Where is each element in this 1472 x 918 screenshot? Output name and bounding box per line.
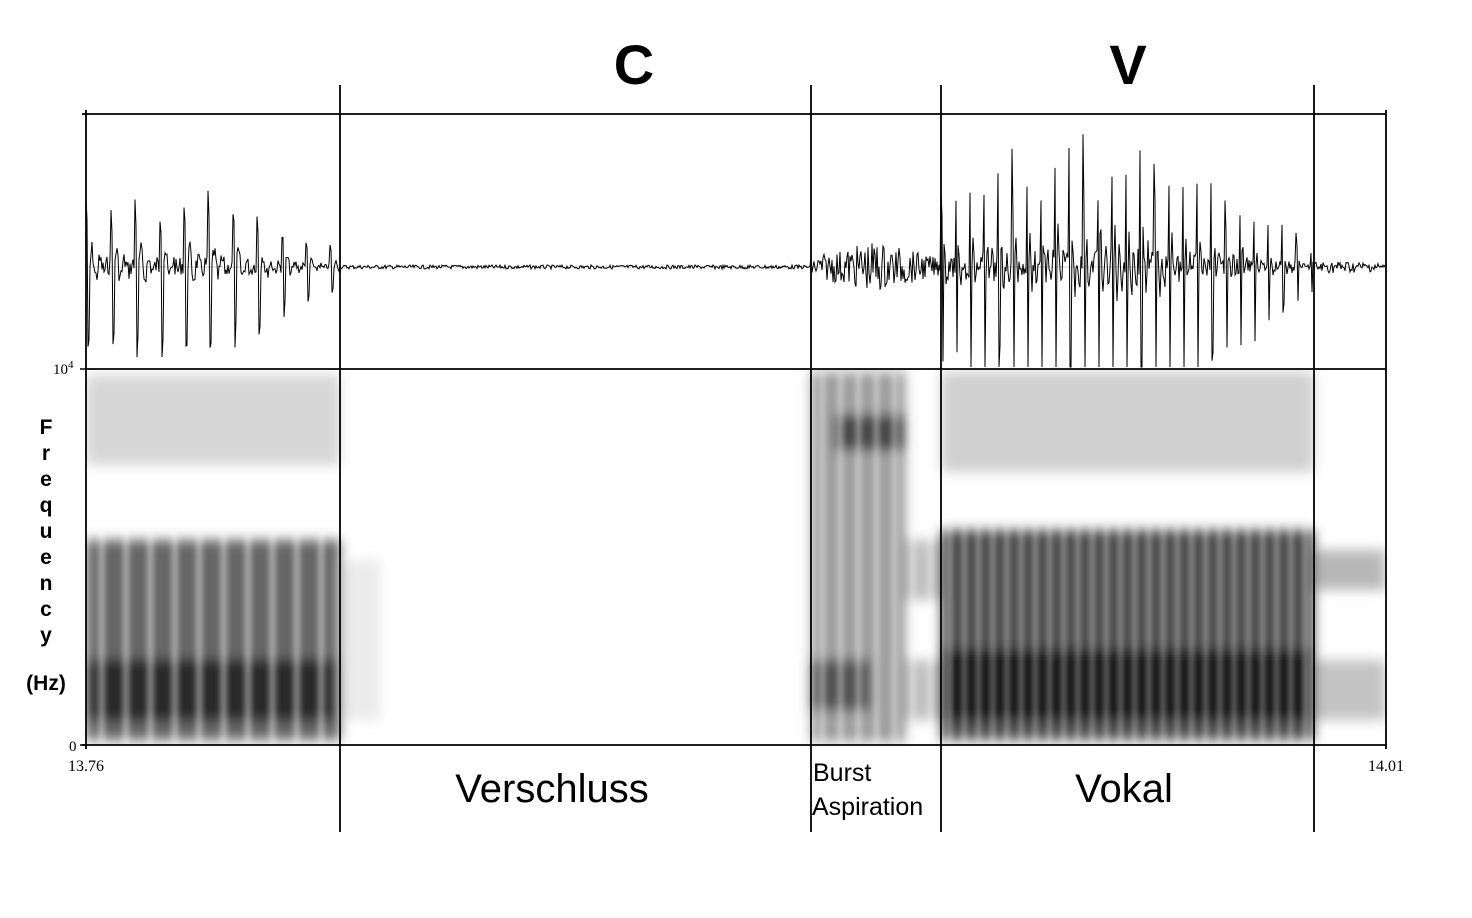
spectrogram-striation: [1232, 520, 1237, 745]
spectrogram-striation: [220, 530, 228, 745]
segment-label-aspiration: Aspiration: [812, 793, 923, 821]
y-axis-max-base: 10: [53, 362, 68, 378]
x-axis-end-label: 14.01: [1368, 758, 1404, 775]
spectrogram-striation: [948, 520, 953, 745]
spectrogram-striation: [1033, 520, 1038, 745]
y-axis-title-letter: r: [42, 442, 50, 465]
spectrogram-striation: [269, 530, 276, 745]
spectrogram-striation: [1303, 520, 1308, 745]
spectrogram-striation: [1260, 520, 1265, 745]
spectrogram-striation: [317, 530, 325, 745]
spectrogram-striation: [1104, 520, 1109, 745]
spectrogram-striation: [990, 520, 995, 745]
spectrogram-striation: [910, 372, 916, 745]
spectrogram-striation: [1175, 520, 1180, 745]
spectrogram-striation: [1019, 520, 1024, 745]
spectrogram-striation: [98, 530, 106, 745]
spectrogram-region: [941, 372, 1314, 472]
spectrogram-striation: [171, 530, 179, 745]
spectrogram-striation: [1118, 520, 1123, 745]
segment-label-verschluss: Verschluss: [455, 767, 648, 811]
segment-label-burst: Burst: [813, 759, 871, 787]
y-axis-title: F r e q u e n c y (Hz): [26, 416, 66, 695]
spectrogram-region: [1314, 660, 1386, 720]
y-axis-title-letter: e: [40, 468, 52, 491]
spectrogram-striation: [1274, 520, 1279, 745]
spectrogram-region: [340, 560, 380, 720]
spectrogram-striation: [1203, 520, 1208, 745]
y-axis-title-letter: n: [40, 572, 53, 595]
y-axis-title-letter: F: [40, 416, 53, 439]
segment-label-vokal: Vokal: [1075, 767, 1173, 811]
y-axis-max-label: 104: [53, 359, 74, 378]
spectrogram-striation: [244, 530, 252, 745]
spectrogram-striation: [928, 372, 934, 745]
vowel-header: V: [1109, 33, 1146, 96]
spectrogram-region: [86, 375, 340, 465]
spectrogram-striation: [1061, 520, 1066, 745]
spectrogram-striation: [874, 372, 880, 745]
spectrogram-striation: [195, 530, 203, 745]
spectrogram: [86, 372, 1386, 745]
spectrogram-striation: [293, 530, 301, 745]
spectrogram-striation: [122, 530, 130, 745]
spectrogram-striation: [1288, 520, 1293, 745]
spectrogram-striation: [976, 520, 981, 745]
spectrogram-striation: [147, 530, 154, 745]
spectrogram-striation: [1004, 520, 1009, 745]
y-axis-min-label: 0: [69, 739, 77, 755]
spectrogram-striation: [1246, 520, 1251, 745]
spectrogram-striation: [1146, 520, 1151, 745]
spectrogram-striation: [1217, 520, 1222, 745]
spectrogram-striation: [1075, 520, 1080, 745]
figure-frame: [82, 85, 1387, 832]
spectrogram-striation: [856, 372, 862, 745]
y-axis-title-letter: u: [40, 520, 53, 543]
x-axis-start-label: 13.76: [68, 758, 104, 775]
spectrogram-region: [1314, 550, 1386, 590]
y-axis-title-letter: q: [40, 494, 53, 517]
y-axis-title-letter: e: [40, 546, 52, 569]
consonant-header: C: [614, 33, 654, 96]
spectrogram-striation: [1090, 520, 1095, 745]
waveform-trace: [85, 134, 1387, 368]
y-axis-title-letter: y: [40, 624, 52, 647]
spectrogram-striation: [1132, 520, 1137, 745]
spectrogram-striation: [962, 520, 967, 745]
spectrogram-striation: [838, 372, 844, 745]
spectrogram-striation: [1047, 520, 1052, 745]
waveform: [85, 134, 1387, 368]
y-axis-title-letter: c: [40, 598, 52, 621]
spectrogram-striation: [892, 372, 898, 745]
spectrogram-striation: [820, 372, 826, 745]
spectrogram-region: [941, 650, 1314, 720]
y-axis-unit: (Hz): [26, 672, 66, 695]
spectrogram-striation: [1189, 520, 1194, 745]
spectrogram-striation: [1161, 520, 1166, 745]
y-axis-max-exponent: 4: [68, 359, 74, 371]
